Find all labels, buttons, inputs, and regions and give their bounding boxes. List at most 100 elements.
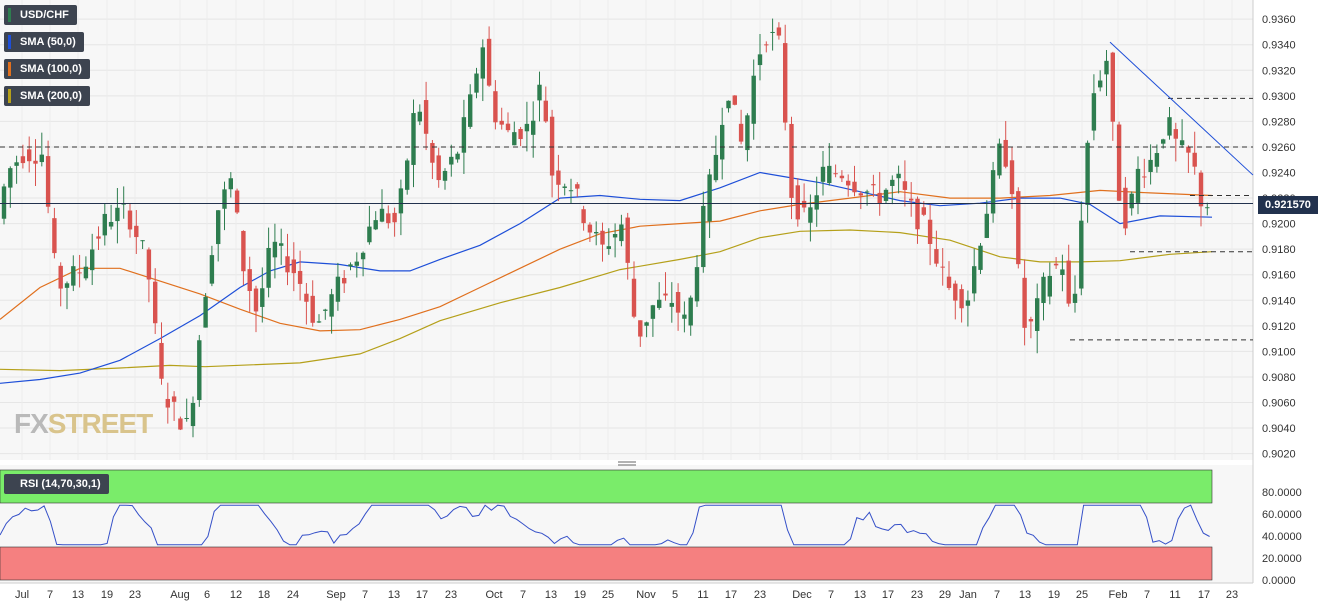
bull-candle <box>965 300 971 306</box>
x-tick-label: Jul <box>15 589 29 601</box>
bear-candle <box>795 185 800 220</box>
bear-candle <box>946 276 952 288</box>
rsi-tick-label: 20.0000 <box>1262 553 1302 565</box>
bull-candle <box>896 173 901 179</box>
y-tick-label: 0.9140 <box>1262 295 1296 307</box>
bear-candle <box>631 278 637 317</box>
bull-candle <box>260 288 265 307</box>
bear-candle <box>1116 124 1122 201</box>
x-tick-label: 17 <box>1198 589 1210 601</box>
rsi-tick-label: 60.0000 <box>1262 509 1302 521</box>
bear-candle <box>852 181 857 193</box>
bear-candle <box>915 198 920 230</box>
bull-candle <box>1167 117 1172 136</box>
bull-candle <box>720 124 725 160</box>
legend-sma200[interactable]: SMA (200,0) <box>4 86 90 106</box>
bull-candle <box>990 170 996 214</box>
x-tick-label: 23 <box>911 589 923 601</box>
bear-candle <box>386 213 391 224</box>
y-tick-label: 0.9360 <box>1262 14 1296 26</box>
fxstreet-logo: FXSTREET <box>14 408 153 439</box>
bear-candle <box>486 38 492 86</box>
bull-candle <box>316 321 322 323</box>
bull-candle <box>71 266 76 286</box>
bear-candle <box>146 249 152 280</box>
bear-candle <box>581 209 586 224</box>
sma100-swatch <box>8 62 11 76</box>
sma200-swatch <box>8 89 11 103</box>
bull-candle <box>461 117 467 153</box>
bear-candle <box>902 181 908 190</box>
bull-candle <box>524 123 530 132</box>
y-tick-label: 0.9100 <box>1262 346 1296 358</box>
bear-candle <box>953 283 958 301</box>
x-tick-label: 5 <box>672 589 678 601</box>
sma50-line <box>0 171 1213 384</box>
rsi-overbought-zone <box>0 469 1213 504</box>
bull-candle <box>707 174 712 222</box>
bear-candle <box>518 128 523 140</box>
bull-candle <box>468 94 473 127</box>
x-tick-label: 11 <box>697 589 708 601</box>
y-tick-label: 0.9160 <box>1262 270 1296 282</box>
x-tick-label: 12 <box>230 589 242 601</box>
bear-candle <box>764 44 769 46</box>
bear-candle <box>285 256 290 273</box>
legend-sma100[interactable]: SMA (100,0) <box>4 59 90 79</box>
bear-candle <box>436 155 441 181</box>
y-tick-label: 0.9080 <box>1262 372 1296 384</box>
bull-candle <box>455 153 460 160</box>
bull-candle <box>348 264 353 267</box>
bear-candle <box>159 342 164 379</box>
sma100-line <box>0 189 1213 332</box>
bull-candle <box>751 75 756 124</box>
bear-candle <box>165 398 170 408</box>
x-tick-label: 13 <box>388 589 400 601</box>
bull-candle <box>808 207 813 223</box>
y-tick-label: 0.9120 <box>1262 321 1296 333</box>
x-tick-label: Jan <box>959 589 977 601</box>
rsi-legend[interactable]: RSI (14,70,30,1) <box>4 474 109 494</box>
x-tick-label: 13 <box>1019 589 1031 601</box>
bull-candle <box>745 115 750 151</box>
bear-candle <box>96 236 101 239</box>
bear-candle <box>909 198 914 201</box>
bull-candle <box>190 402 196 427</box>
y-tick-label: 0.9180 <box>1262 244 1296 256</box>
bear-candle <box>20 156 26 164</box>
legend-sma50[interactable]: SMA (50,0) <box>4 32 84 52</box>
x-tick-label: 13 <box>545 589 557 601</box>
bear-candle <box>178 418 183 430</box>
bear-candle <box>297 270 303 284</box>
bear-candle <box>171 396 177 402</box>
bear-candle <box>1022 277 1027 328</box>
axis-bg <box>1253 0 1331 607</box>
bull-candle <box>978 245 983 270</box>
x-tick-label: 18 <box>258 589 270 601</box>
bear-candle <box>783 43 788 123</box>
bull-candle <box>1135 168 1141 203</box>
bear-candle <box>342 277 347 284</box>
bear-candle <box>776 27 782 36</box>
x-tick-label: 7 <box>47 589 53 601</box>
bear-candle <box>871 184 876 186</box>
bear-candle <box>927 219 933 244</box>
bear-candle <box>1142 176 1147 178</box>
x-tick-label: Dec <box>792 589 812 601</box>
x-tick-label: 29 <box>939 589 951 601</box>
x-tick-label: 24 <box>287 589 299 601</box>
bull-candle <box>108 221 114 227</box>
legend-usdchf[interactable]: USD/CHF <box>4 5 77 25</box>
x-tick-label: 17 <box>725 589 737 601</box>
y-tick-label: 0.9200 <box>1262 219 1296 231</box>
x-tick-label: 13 <box>72 589 84 601</box>
bull-candle <box>442 170 448 181</box>
bear-candle <box>127 210 133 230</box>
y-tick-label: 0.9320 <box>1262 65 1296 77</box>
bear-candle <box>153 281 158 324</box>
legend-sma100-label: SMA (100,0) <box>20 63 82 75</box>
bull-candle <box>1079 220 1084 289</box>
bear-candle <box>921 207 926 215</box>
